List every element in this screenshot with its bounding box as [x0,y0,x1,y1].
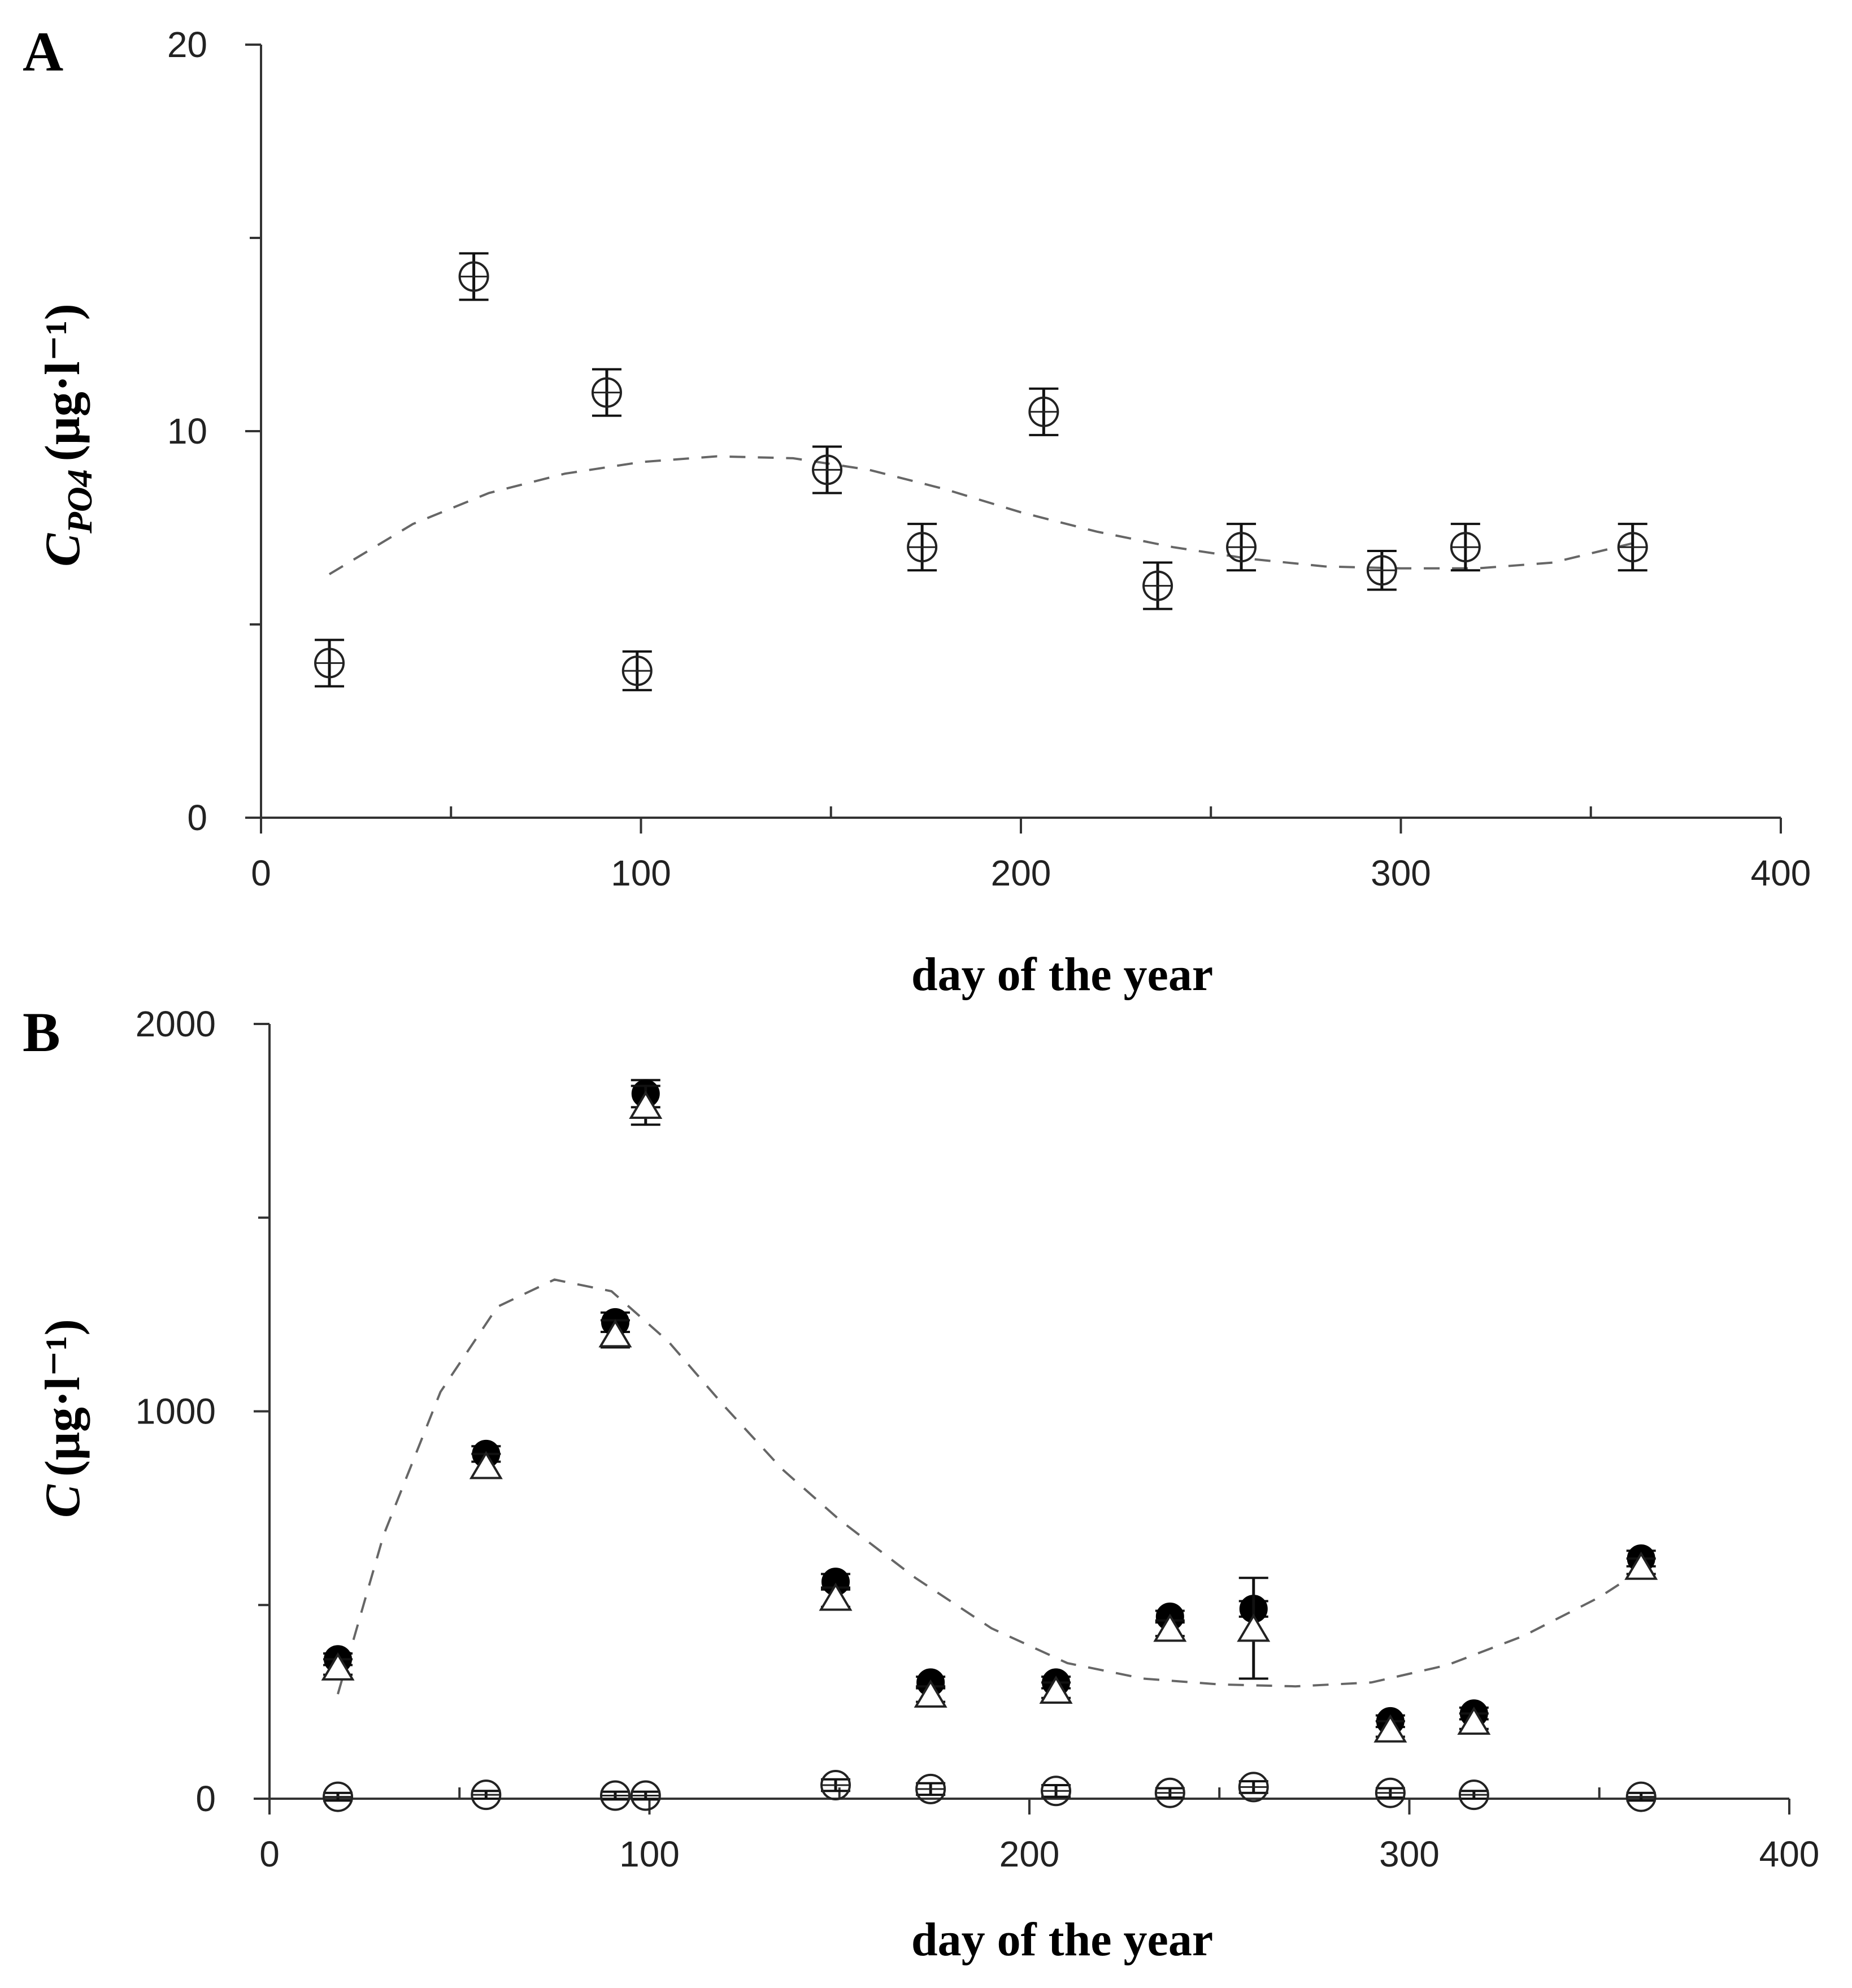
x-tick-label: 0 [251,853,271,893]
data-point [321,1652,355,1681]
panel-b-y-tick-labels: 0 1000 2000 [136,1004,216,1819]
panel-b-x-tick-labels: 0 100 200 300 400 [259,1834,1819,1874]
panel-a-y-axis-unit: (μg·l⁻¹) [36,303,90,461]
data-point [820,1770,851,1801]
data-point [1028,387,1059,436]
panel-b-x-axis-title: day of the year [911,1913,1213,1966]
x-tick-label: 100 [611,853,671,893]
marker-open-triangle [1153,1613,1187,1642]
x-tick-label: 200 [991,853,1051,893]
data-point [591,368,622,417]
x-tick-label: 400 [1759,1834,1820,1874]
panel-a-axes [245,44,1782,834]
y-tick-label: 10 [167,411,207,452]
panel-a-fit-curve [328,455,1633,575]
panel-a-x-tick-labels: 0 100 200 300 400 [251,853,1811,893]
marker-open-triangle [598,1319,632,1348]
panel-b-label: B [23,1001,60,1064]
data-point [1373,1714,1407,1743]
data-point [1375,1777,1406,1808]
data-point [471,1779,502,1811]
panel-b: B 0 100 200 300 400 0 1000 2000 day of the yea… [23,1001,1819,1966]
panel-a-x-axis-title: day of the year [911,948,1213,1001]
data-point [1450,523,1481,572]
marker-open-triangle [914,1679,947,1708]
panel-a-points [314,252,1648,692]
panel-a-y-axis-title: CPO4 (μg·l⁻¹) [36,303,99,566]
panel-a-label: A [23,20,63,83]
x-tick-label: 200 [999,1834,1060,1874]
x-tick-label: 0 [259,1834,280,1874]
x-tick-label: 400 [1751,853,1811,893]
x-tick-label: 100 [619,1834,680,1874]
x-tick-label: 300 [1371,853,1431,893]
data-point [1226,523,1257,572]
data-point [599,1780,631,1811]
marker-open-triangle [1039,1676,1073,1704]
data-point [1458,1779,1489,1811]
data-point [469,1451,503,1479]
data-point [907,523,938,572]
data-point [458,252,489,301]
data-point [819,1582,853,1611]
data-point [1154,1777,1185,1808]
data-point [1237,1577,1271,1680]
panel-a-y-axis-symbol: C [36,533,90,567]
y-tick-label: 2000 [136,1004,216,1044]
data-point [1625,1781,1657,1812]
y-tick-label: 20 [167,24,207,65]
data-point [1238,1772,1269,1803]
fit-curve-line [328,455,1633,575]
data-point [1153,1613,1187,1642]
y-tick-label: 0 [187,797,207,838]
fit-curve-line [337,1278,1642,1695]
data-point [1457,1706,1491,1735]
data-point [1366,550,1397,591]
data-point [1041,1776,1072,1807]
marker-open-triangle [1624,1551,1658,1580]
data-point [915,1773,946,1804]
panel-a-y-axis-subscript: PO4 [61,469,99,534]
data-point [1617,523,1648,572]
data-point [630,1780,661,1811]
y-tick-label: 1000 [136,1391,216,1432]
series-open-circle [314,252,1648,692]
panel-b-y-axis-unit: (μg·l⁻¹) [36,1319,90,1477]
data-point [314,639,345,688]
series-open-circle [323,1770,1657,1812]
data-point [629,1084,663,1126]
y-tick-label: 0 [195,1778,216,1819]
data-point [1039,1676,1073,1704]
panel-b-points [321,1079,1658,1812]
panel-b-axes [254,1023,1790,1815]
marker-open-triangle [1237,1613,1271,1642]
panel-b-y-axis-title: C (μg·l⁻¹) [36,1319,90,1518]
series-open-triangle [321,1084,1658,1743]
marker-open-triangle [629,1091,663,1119]
panel-a-y-tick-labels: 0 10 20 [167,24,207,838]
marker-open-triangle [1373,1714,1407,1743]
marker-open-triangle [469,1451,503,1479]
data-point [1624,1551,1658,1580]
panel-b-fit-curve [337,1278,1642,1695]
data-point [598,1319,632,1349]
marker-open-triangle [1457,1706,1491,1735]
data-point [914,1679,947,1708]
data-point [621,650,653,692]
data-point [812,445,843,494]
data-point [1142,561,1173,610]
data-point [323,1781,354,1812]
marker-open-triangle [321,1652,355,1681]
x-tick-label: 300 [1379,1834,1440,1874]
panel-a: A 0 100 200 300 400 0 10 20 day of the year CP… [23,20,1811,1001]
marker-open-triangle [819,1582,853,1611]
panel-b-y-axis-symbol: C [36,1484,90,1518]
